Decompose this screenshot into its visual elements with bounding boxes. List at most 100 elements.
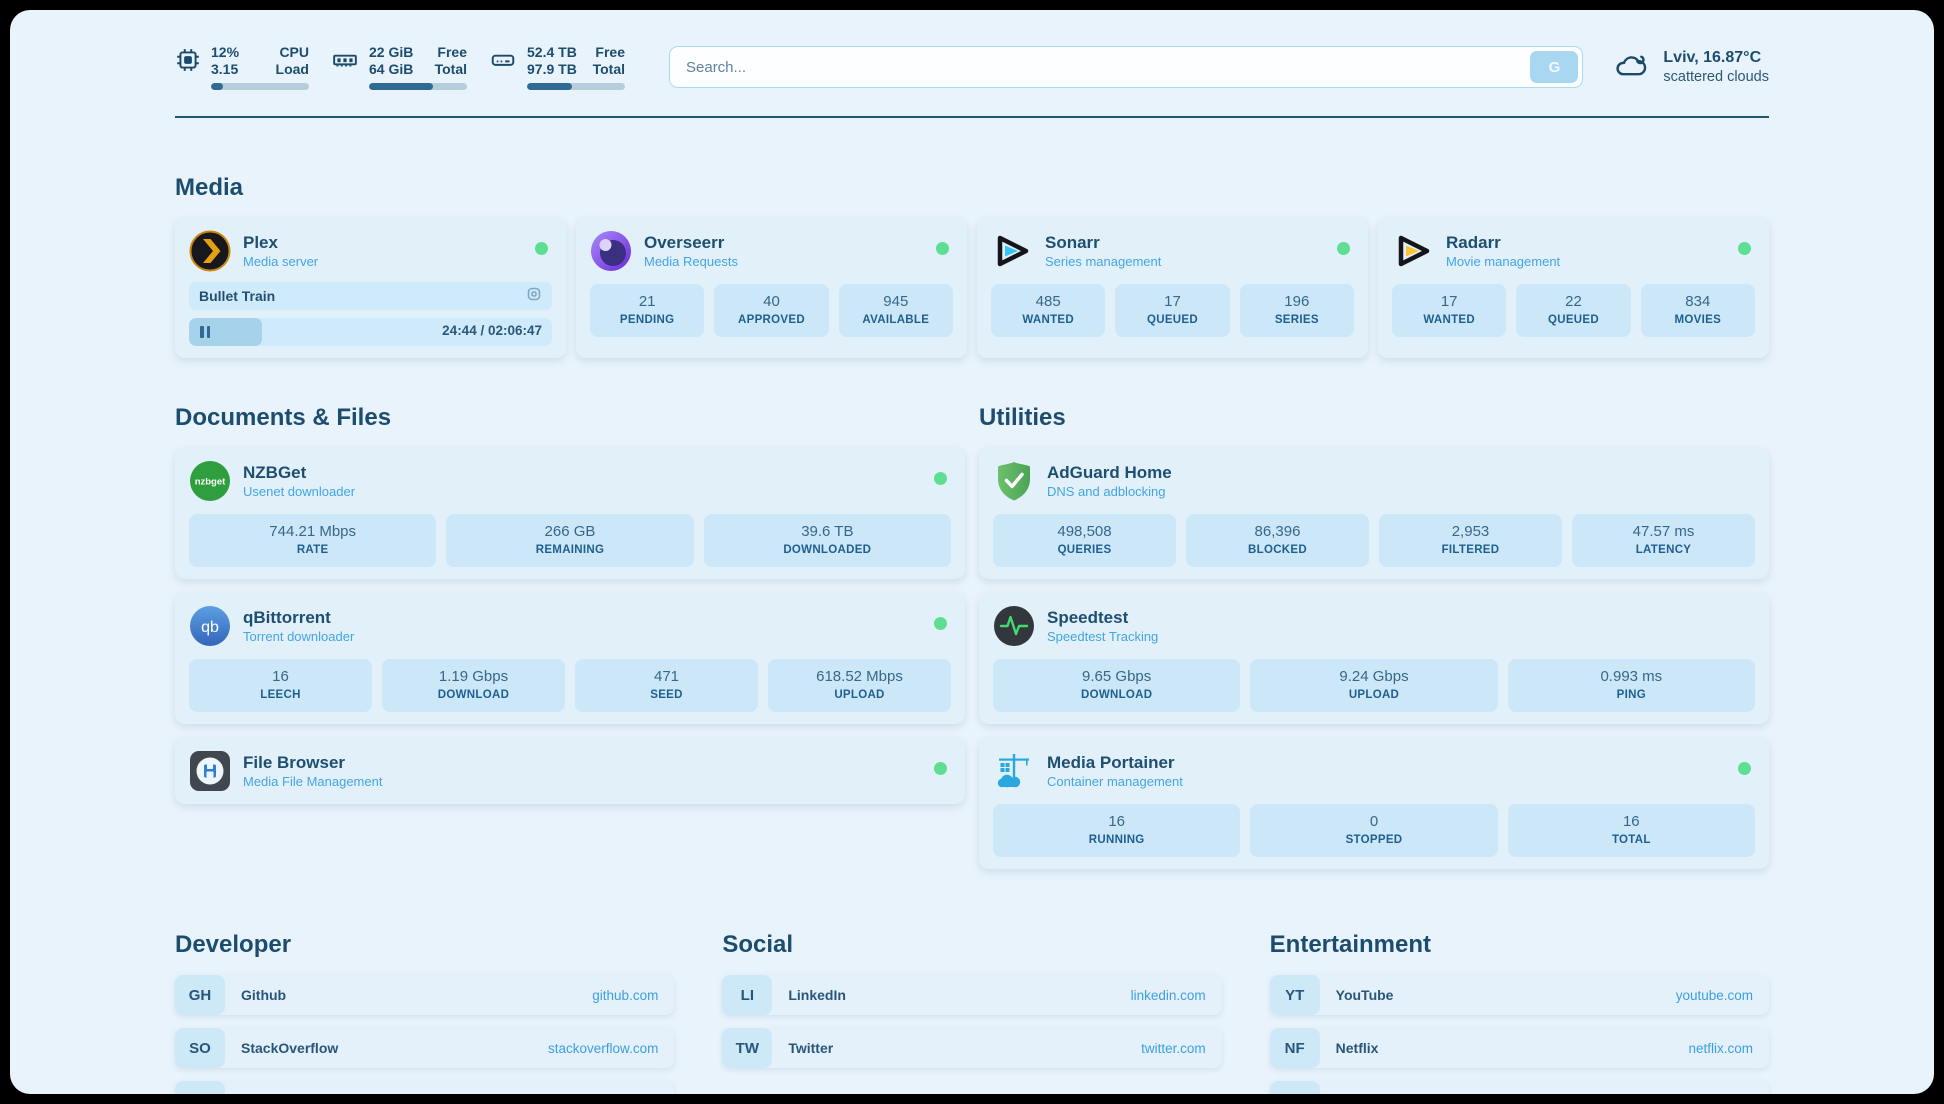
service-title: AdGuard Home (1047, 463, 1172, 482)
social-section: Social LI LinkedIn linkedin.com TW Twitt… (722, 931, 1222, 1094)
stat-tile: 945 AVAILABLE (838, 284, 953, 337)
reddit-badge: RE (1269, 1081, 1320, 1094)
qbittorrent-card[interactable]: qb qBittorrent Torrent downloader 16 LEEC… (175, 593, 965, 724)
status-dot (1738, 762, 1751, 775)
sonarr-card[interactable]: Sonarr Series management 485 WANTED 17 QUE… (977, 218, 1368, 358)
netflix-badge: NF (1269, 1028, 1320, 1068)
pause-icon (200, 326, 210, 338)
service-subtitle: Media File Management (243, 774, 383, 789)
nzbget-card[interactable]: nzbget NZBGet Usenet downloader 744.21 M… (175, 448, 965, 579)
link-row-twitter[interactable]: TW Twitter twitter.com (722, 1028, 1222, 1068)
disk-stat: 52.4 TB 97.9 TB Free Total (489, 44, 625, 90)
service-subtitle: DNS and adblocking (1047, 484, 1166, 499)
link-row-github[interactable]: GH Github github.com (175, 975, 675, 1015)
ram-free-label: Free (437, 44, 467, 60)
link-row-stackoverflow[interactable]: SO StackOverflow stackoverflow.com (175, 1028, 675, 1068)
link-url[interactable]: github.com (592, 987, 659, 1003)
link-url[interactable]: twitter.com (1141, 1040, 1206, 1056)
stat-tile: 86,396 BLOCKED (1186, 514, 1369, 567)
disk-total-label: Total (592, 61, 625, 77)
playback-time: 24:44 / 02:06:47 (442, 323, 542, 338)
session-settings-icon[interactable] (526, 286, 542, 307)
link-url[interactable]: netflix.com (1688, 1040, 1753, 1056)
cpu-chip-icon (175, 47, 201, 78)
stat-tile: 834 MOVIES (1640, 284, 1755, 337)
documents-section-heading: Documents & Files (175, 404, 392, 431)
service-title: Sonarr (1045, 233, 1100, 252)
service-title: NZBGet (243, 463, 307, 482)
stat-tile: 22 QUEUED (1516, 284, 1631, 337)
now-playing-title: Bullet Train (199, 288, 276, 304)
overseerr-icon (590, 230, 632, 272)
status-dot (934, 617, 947, 630)
svg-text:nzbget: nzbget (195, 477, 226, 488)
service-subtitle: Series management (1045, 254, 1162, 269)
link-row-reddit[interactable]: RE Reddit reddit.com (1269, 1081, 1769, 1095)
svg-text:qb: qb (201, 619, 219, 636)
stat-tile: 498,508 QUERIES (993, 514, 1176, 567)
plex-icon (189, 230, 231, 272)
playback-progress-bar[interactable]: 24:44 / 02:06:47 (189, 318, 552, 346)
search-input[interactable] (669, 46, 1584, 88)
entertainment-section: Entertainment YT YouTube youtube.com NF … (1269, 931, 1769, 1095)
filebrowser-card[interactable]: File Browser Media File Management (175, 738, 965, 804)
status-dot (535, 242, 548, 255)
qbittorrent-icon: qb (189, 605, 231, 647)
dashboard-screen: 12% 3.15 CPU Load (10, 10, 1934, 1094)
disk-progress-bar (527, 83, 625, 90)
link-url[interactable]: linkedin.com (1130, 987, 1206, 1003)
stat-tile: 16 RUNNING (993, 804, 1241, 857)
stat-tile: 17 QUEUED (1115, 284, 1230, 337)
cpu-progress-bar (211, 83, 309, 90)
stat-tile: 9.24 Gbps UPLOAD (1250, 659, 1498, 712)
speedtest-card[interactable]: Speedtest Speedtest Tracking 9.65 Gbps DO… (979, 593, 1769, 724)
stat-tile: 2,953 FILTERED (1379, 514, 1562, 567)
twitter-badge: TW (722, 1028, 773, 1068)
disk-icon (489, 47, 517, 78)
link-url[interactable]: dev.to (623, 1094, 659, 1095)
top-bar: 12% 3.15 CPU Load (175, 44, 1769, 90)
status-dot (934, 762, 947, 775)
link-url[interactable]: reddit.com (1690, 1094, 1753, 1095)
nzbget-icon: nzbget (189, 460, 231, 502)
stat-tile: 266 GB REMAINING (446, 514, 694, 567)
media-section: Media Plex Media server (175, 174, 1769, 358)
service-subtitle: Torrent downloader (243, 629, 355, 644)
weather-location-temp: Lviv, 16.87°C (1663, 48, 1762, 66)
google-search-button[interactable]: G (1530, 51, 1579, 83)
adguard-shield-icon (993, 460, 1035, 502)
filebrowser-icon (189, 750, 231, 792)
service-title: Overseerr (644, 233, 725, 252)
disk-free-label: Free (595, 44, 625, 60)
adguard-card[interactable]: AdGuard Home DNS and adblocking 498,508 Q… (979, 448, 1769, 579)
cpu-load-value: 3.15 (211, 61, 239, 77)
radarr-card[interactable]: Radarr Movie management 17 WANTED 22 QUEUE… (1378, 218, 1769, 358)
media-section-heading: Media (175, 174, 244, 201)
link-row-linkedin[interactable]: LI LinkedIn linkedin.com (722, 975, 1222, 1015)
service-subtitle: Movie management (1446, 254, 1561, 269)
disk-free-value: 52.4 TB (527, 44, 577, 60)
service-title: Radarr (1446, 233, 1501, 252)
link-row-netflix[interactable]: NF Netflix netflix.com (1269, 1028, 1769, 1068)
service-subtitle: Container management (1047, 774, 1183, 789)
linkedin-badge: LI (722, 975, 773, 1015)
link-row-youtube[interactable]: YT YouTube youtube.com (1269, 975, 1769, 1015)
service-subtitle: Speedtest Tracking (1047, 629, 1159, 644)
cloud-icon (1611, 48, 1651, 87)
ram-stat: 22 GiB 64 GiB Free Total (331, 44, 467, 90)
entertainment-section-heading: Entertainment (1269, 931, 1432, 958)
service-title: Plex (243, 233, 278, 252)
stat-tile: 21 PENDING (590, 284, 705, 337)
link-row-dev[interactable]: DT DEV dev.to (175, 1081, 675, 1095)
overseerr-card[interactable]: Overseerr Media Requests 21 PENDING 40 APP… (576, 218, 967, 358)
social-section-heading: Social (722, 931, 794, 958)
service-title: qBittorrent (243, 608, 331, 627)
link-url[interactable]: youtube.com (1675, 987, 1753, 1003)
status-dot (936, 242, 949, 255)
cpu-usage-value: 12% (211, 44, 240, 60)
stat-tile: 39.6 TB DOWNLOADED (703, 514, 951, 567)
link-url[interactable]: stackoverflow.com (548, 1040, 659, 1056)
plex-card[interactable]: Plex Media server Bullet Train (175, 218, 566, 358)
cpu-label: CPU (279, 44, 309, 60)
portainer-card[interactable]: Media Portainer Container management 16 R… (979, 738, 1769, 869)
